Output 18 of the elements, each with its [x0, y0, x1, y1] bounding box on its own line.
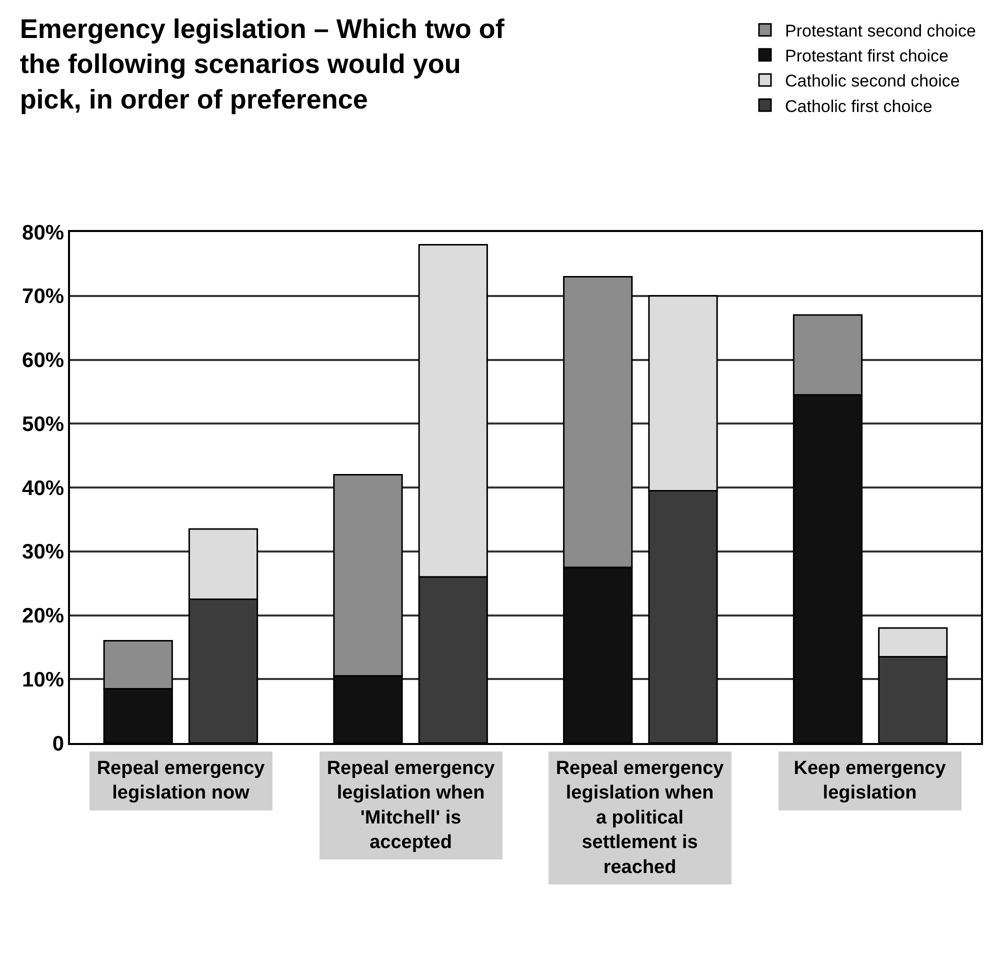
y-tick-label: 70%	[22, 285, 64, 308]
y-tick-label: 0	[52, 732, 64, 756]
text: Repeal emergency legislation now	[96, 758, 266, 804]
text: Repeal emergency legislation when 'Mitchell' is accepted	[326, 758, 496, 854]
y-tick-label: 30%	[22, 540, 64, 564]
y-tick-label: 20%	[22, 604, 64, 628]
chart-title: Emergency legislation – Which two of the following scenarios would you pick, in order of preference	[20, 14, 506, 114]
y-tick-label: 60%	[22, 349, 64, 372]
legend-label: Catholic second choice	[785, 72, 960, 91]
text: Keep emergency legislation	[794, 758, 946, 804]
y-tick-label: 10%	[22, 668, 64, 692]
y-tick-label: 80%	[22, 221, 64, 244]
legend-label: Catholic first choice	[785, 96, 932, 116]
text: Repeal emergency legislation when a political settlement is reached	[556, 758, 724, 878]
y-tick-label: 40%	[22, 476, 64, 500]
legend-label: Protestant second choice	[785, 21, 976, 40]
legend-label: Protestant first choice	[785, 46, 948, 66]
y-tick-label: 50%	[22, 412, 64, 436]
